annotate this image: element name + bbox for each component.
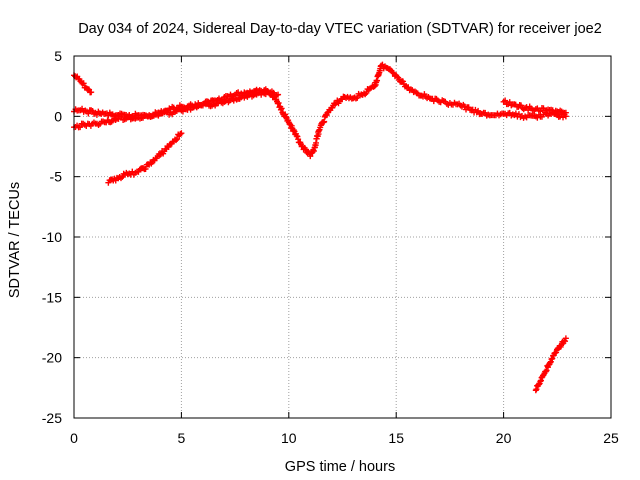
- y-tick-label: -5: [50, 169, 63, 185]
- data-point-interp: [235, 89, 242, 96]
- data-point-interp: [537, 108, 544, 115]
- x-axis-label: GPS time / hours: [285, 459, 395, 475]
- x-tick-label: 10: [281, 430, 297, 446]
- data-point-interp: [543, 367, 550, 374]
- data-point-interp: [502, 97, 509, 104]
- data-point-interp: [363, 89, 370, 96]
- data-point-interp: [177, 131, 184, 138]
- y-tick-label: 5: [54, 48, 62, 64]
- data-point-interp: [126, 113, 133, 120]
- tick-labels: 0 5 10 15 20 25 5 0 -5 -10 -15 -20 -25: [42, 48, 619, 446]
- y-tick-label: -15: [42, 289, 62, 305]
- data-points: [71, 61, 569, 394]
- data-point-interp: [542, 368, 549, 375]
- data-point-interp: [80, 80, 87, 87]
- data-point-interp: [79, 105, 86, 112]
- series-arc-6: [500, 97, 569, 116]
- data-point-interp: [142, 165, 149, 172]
- plot-frame: [73, 55, 612, 419]
- series-arc-1: [71, 72, 95, 96]
- data-point-interp: [553, 349, 560, 356]
- series-arc-3: [71, 88, 282, 131]
- x-tick-label: 20: [496, 430, 512, 446]
- y-tick-label: -10: [42, 229, 62, 245]
- y-axis-label: SDTVAR / TECUs: [7, 182, 23, 298]
- data-point: [562, 335, 569, 342]
- data-point-interp: [310, 148, 317, 155]
- data-point-interp: [475, 107, 482, 114]
- data-point-interp: [506, 99, 513, 106]
- data-point-interp: [275, 99, 282, 106]
- x-tick-label: 25: [603, 430, 619, 446]
- data-point-interp: [85, 110, 92, 117]
- data-point-interp: [295, 136, 302, 143]
- series-arc-4: [105, 130, 185, 186]
- y-tick-label: -20: [42, 350, 62, 366]
- data-point-interp: [547, 359, 554, 366]
- x-tick-label: 5: [178, 430, 186, 446]
- data-point: [275, 91, 282, 98]
- data-point-interp: [278, 105, 285, 112]
- data-point: [178, 130, 185, 137]
- x-tick-label: 15: [388, 430, 404, 446]
- data-point: [562, 109, 569, 116]
- data-point-interp: [362, 91, 369, 98]
- data-point-interp: [164, 108, 171, 115]
- data-point-interp: [77, 124, 84, 131]
- data-point-interp: [562, 338, 569, 345]
- data-point-interp: [174, 136, 181, 143]
- data-point: [156, 151, 163, 158]
- y-tick-label: 0: [54, 108, 62, 124]
- data-point-interp: [282, 113, 289, 120]
- x-tick-label: 0: [70, 430, 78, 446]
- chart-title: Day 034 of 2024, Sidereal Day-to-day VTE…: [78, 21, 602, 37]
- data-point: [88, 89, 95, 96]
- data-point-interp: [548, 356, 555, 363]
- data-point-interp: [179, 108, 186, 115]
- series-arc-5: [532, 335, 569, 394]
- y-tick-label: -25: [42, 410, 62, 426]
- data-point: [307, 153, 314, 160]
- data-point-interp: [394, 73, 401, 80]
- data-point-interp: [389, 69, 396, 76]
- data-point-interp: [173, 137, 180, 144]
